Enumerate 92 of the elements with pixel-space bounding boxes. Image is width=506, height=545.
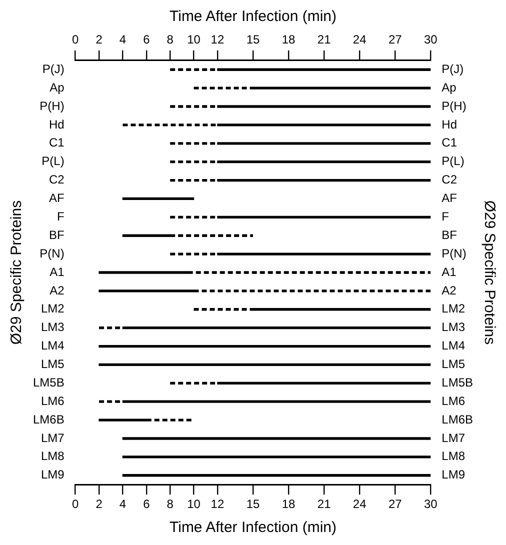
bar: [217, 178, 431, 182]
bar: [217, 382, 431, 384]
y-tick-label: P(H): [442, 98, 466, 113]
bar: [98, 363, 431, 366]
y-tick-label: P(L): [442, 154, 464, 168]
y-tick-label: AF: [442, 191, 457, 206]
y2-tick-label: C2: [49, 172, 65, 187]
bar: [217, 252, 431, 256]
y-tick-label: LM9: [442, 468, 466, 482]
y-tick-label: LM3: [442, 320, 466, 334]
y-axis-title: Ø29 Specific Proteins: [8, 200, 26, 345]
y-tick-label: P(N): [442, 246, 466, 260]
x-tick-label: 21: [317, 32, 332, 47]
bar: [217, 142, 431, 145]
bar: [217, 160, 431, 164]
bar: [122, 456, 431, 458]
y-tick-label: LM6: [442, 394, 466, 408]
x-tick-label: 24: [352, 32, 367, 47]
y2-tick-label: F: [57, 209, 64, 224]
y-tick-label: P(J): [442, 62, 464, 76]
y2-tick-label: LM5B: [32, 375, 64, 390]
y-tick-label: Ap: [442, 80, 457, 94]
x2-tick-label: 12: [210, 497, 224, 512]
bar: [217, 105, 431, 108]
x2-tick-label: 10: [187, 497, 201, 512]
x2-tick-label: 8: [166, 497, 174, 512]
x2-tick-label: 0: [72, 497, 80, 512]
x-tick-label: 30: [424, 32, 438, 47]
x-tick-label: 12: [210, 32, 224, 47]
y-tick-label: LM8: [442, 449, 466, 464]
x-tick-label: 18: [282, 32, 296, 47]
x2-tick-label: 24: [352, 497, 367, 512]
x2-tick-label: 30: [424, 497, 438, 512]
y2-tick-label: BF: [49, 228, 64, 242]
y2-tick-label: LM6B: [32, 412, 64, 426]
x-axis-title: Time After Infection (min): [170, 519, 336, 536]
bar: [217, 216, 431, 218]
x-tick-label: 0: [72, 32, 80, 47]
y2-tick-label: AF: [49, 191, 64, 206]
x-tick-label: 15: [246, 32, 260, 47]
x2-tick-label: 2: [96, 497, 103, 512]
bar: [122, 400, 431, 403]
y-tick-label: A2: [442, 283, 457, 298]
y2-tick-label: LM2: [41, 302, 65, 316]
y-tick-label: C1: [442, 136, 458, 150]
y2-tick-label: Ap: [50, 80, 65, 94]
y-tick-label: LM5B: [442, 375, 474, 390]
y-tick-label: LM2: [442, 302, 466, 316]
x2-tick-label: 21: [317, 497, 332, 512]
y2-tick-label: LM7: [41, 430, 65, 445]
bar: [122, 437, 431, 440]
y2-tick-label: P(L): [42, 154, 64, 168]
y-tick-label: A1: [442, 264, 457, 279]
x2-tick-label: 6: [143, 497, 150, 512]
y2-tick-label: Hd: [49, 117, 64, 132]
y2-axis-title: Ø29 Specific Proteins: [480, 200, 498, 345]
y2-tick-label: LM5: [41, 357, 65, 372]
x2-tick-label: 18: [282, 497, 296, 512]
y-tick-label: LM5: [442, 357, 466, 372]
y2-tick-label: A1: [50, 264, 65, 279]
y2-tick-label: A2: [50, 283, 65, 298]
x2-tick-label: 4: [119, 497, 126, 512]
y2-tick-label: LM4: [41, 338, 65, 353]
x-tick-label: 4: [119, 32, 126, 47]
y-tick-label: LM6B: [442, 412, 474, 426]
y2-tick-label: LM8: [41, 449, 65, 464]
x2-tick-label: 27: [388, 497, 402, 512]
y2-tick-label: LM6: [41, 394, 65, 408]
y-tick-label: Hd: [442, 117, 457, 132]
x2-axis-title: Time After Infection (min): [170, 8, 336, 26]
y2-tick-label: LM9: [41, 468, 65, 482]
y2-tick-label: LM3: [41, 320, 65, 334]
y-tick-label: LM4: [442, 338, 466, 353]
bar: [122, 474, 431, 477]
x-tick-label: 27: [388, 32, 402, 47]
y2-tick-label: P(J): [42, 62, 64, 76]
x2-tick-label: 15: [246, 497, 260, 512]
y-tick-label: C2: [442, 172, 458, 187]
x-tick-label: 8: [166, 32, 174, 47]
x-tick-label: 10: [187, 32, 201, 47]
x-tick-label: 6: [143, 32, 150, 47]
y-tick-label: F: [442, 209, 449, 224]
bar: [98, 344, 431, 348]
bar: [122, 326, 431, 330]
bar: [217, 68, 431, 71]
y2-tick-label: P(N): [40, 246, 64, 260]
bar: [122, 197, 194, 200]
y-tick-label: BF: [442, 228, 457, 242]
x-tick-label: 2: [96, 32, 103, 47]
y2-tick-label: C1: [49, 136, 65, 150]
y2-tick-label: P(H): [40, 98, 64, 113]
y-tick-label: LM7: [442, 430, 466, 445]
